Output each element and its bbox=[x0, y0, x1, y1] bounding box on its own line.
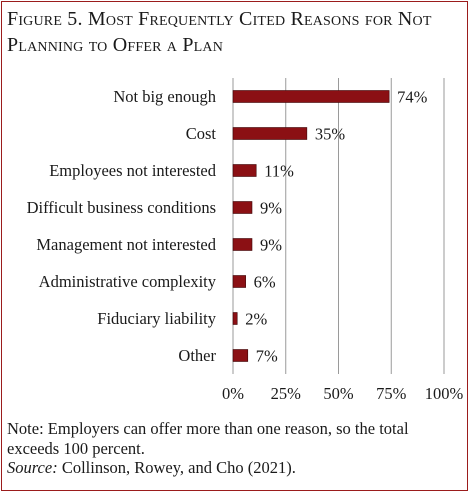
source-text: Collinson, Rowey, and Cho (2021). bbox=[57, 458, 296, 477]
value-label: 9% bbox=[260, 199, 282, 218]
x-tick-label: 0% bbox=[222, 384, 244, 403]
category-label: Other bbox=[178, 346, 216, 365]
x-tick-label: 50% bbox=[323, 384, 354, 403]
figure-title: Figure 5. Most Frequently Cited Reasons … bbox=[7, 6, 465, 58]
category-label: Not big enough bbox=[113, 87, 216, 106]
source-label: Source: bbox=[7, 458, 58, 477]
value-label: 74% bbox=[397, 88, 428, 107]
figure-note: Note: Employers can offer more than one … bbox=[7, 419, 457, 478]
figure-title-line-1: Figure 5. Most Frequently Cited Reasons … bbox=[7, 8, 432, 30]
bar bbox=[232, 127, 308, 140]
value-label: 7% bbox=[256, 347, 278, 366]
bar bbox=[232, 275, 246, 288]
category-label: Employees not interested bbox=[49, 161, 217, 180]
bar bbox=[232, 90, 390, 103]
category-label: Difficult business conditions bbox=[27, 198, 216, 217]
category-label: Management not interested bbox=[36, 235, 216, 254]
value-label: 6% bbox=[254, 273, 276, 292]
category-label: Administrative complexity bbox=[39, 272, 217, 291]
bar bbox=[232, 164, 257, 177]
chart-x-tick-labels: 0% 25% 50% 75% 100% bbox=[222, 384, 464, 403]
value-label: 9% bbox=[260, 236, 282, 255]
chart-value-labels: 74% 35% 11% 9% 9% 6% 2% 7% bbox=[245, 88, 427, 366]
chart-category-labels: Not big enough Cost Employees not interest… bbox=[27, 87, 217, 365]
bar bbox=[232, 201, 253, 214]
note-text: Note: Employers can offer more than one … bbox=[7, 419, 409, 458]
value-label: 2% bbox=[245, 310, 267, 329]
bar bbox=[232, 238, 253, 251]
bar bbox=[232, 349, 249, 362]
value-label: 11% bbox=[264, 162, 294, 181]
value-label: 35% bbox=[315, 125, 346, 144]
chart-gridlines bbox=[232, 78, 445, 374]
chart-bars bbox=[232, 90, 390, 362]
x-tick-label: 75% bbox=[376, 384, 407, 403]
source-line: Source: Collinson, Rowey, and Cho (2021)… bbox=[7, 458, 457, 478]
bar bbox=[232, 312, 238, 325]
category-label: Cost bbox=[186, 124, 217, 143]
figure-title-line-2: Planning to Offer a Plan bbox=[7, 34, 224, 56]
category-label: Fiduciary liability bbox=[97, 309, 216, 328]
x-tick-label: 25% bbox=[271, 384, 302, 403]
x-tick-label: 100% bbox=[425, 384, 464, 403]
bar-chart: Not big enough Cost Employees not interest… bbox=[27, 78, 464, 403]
